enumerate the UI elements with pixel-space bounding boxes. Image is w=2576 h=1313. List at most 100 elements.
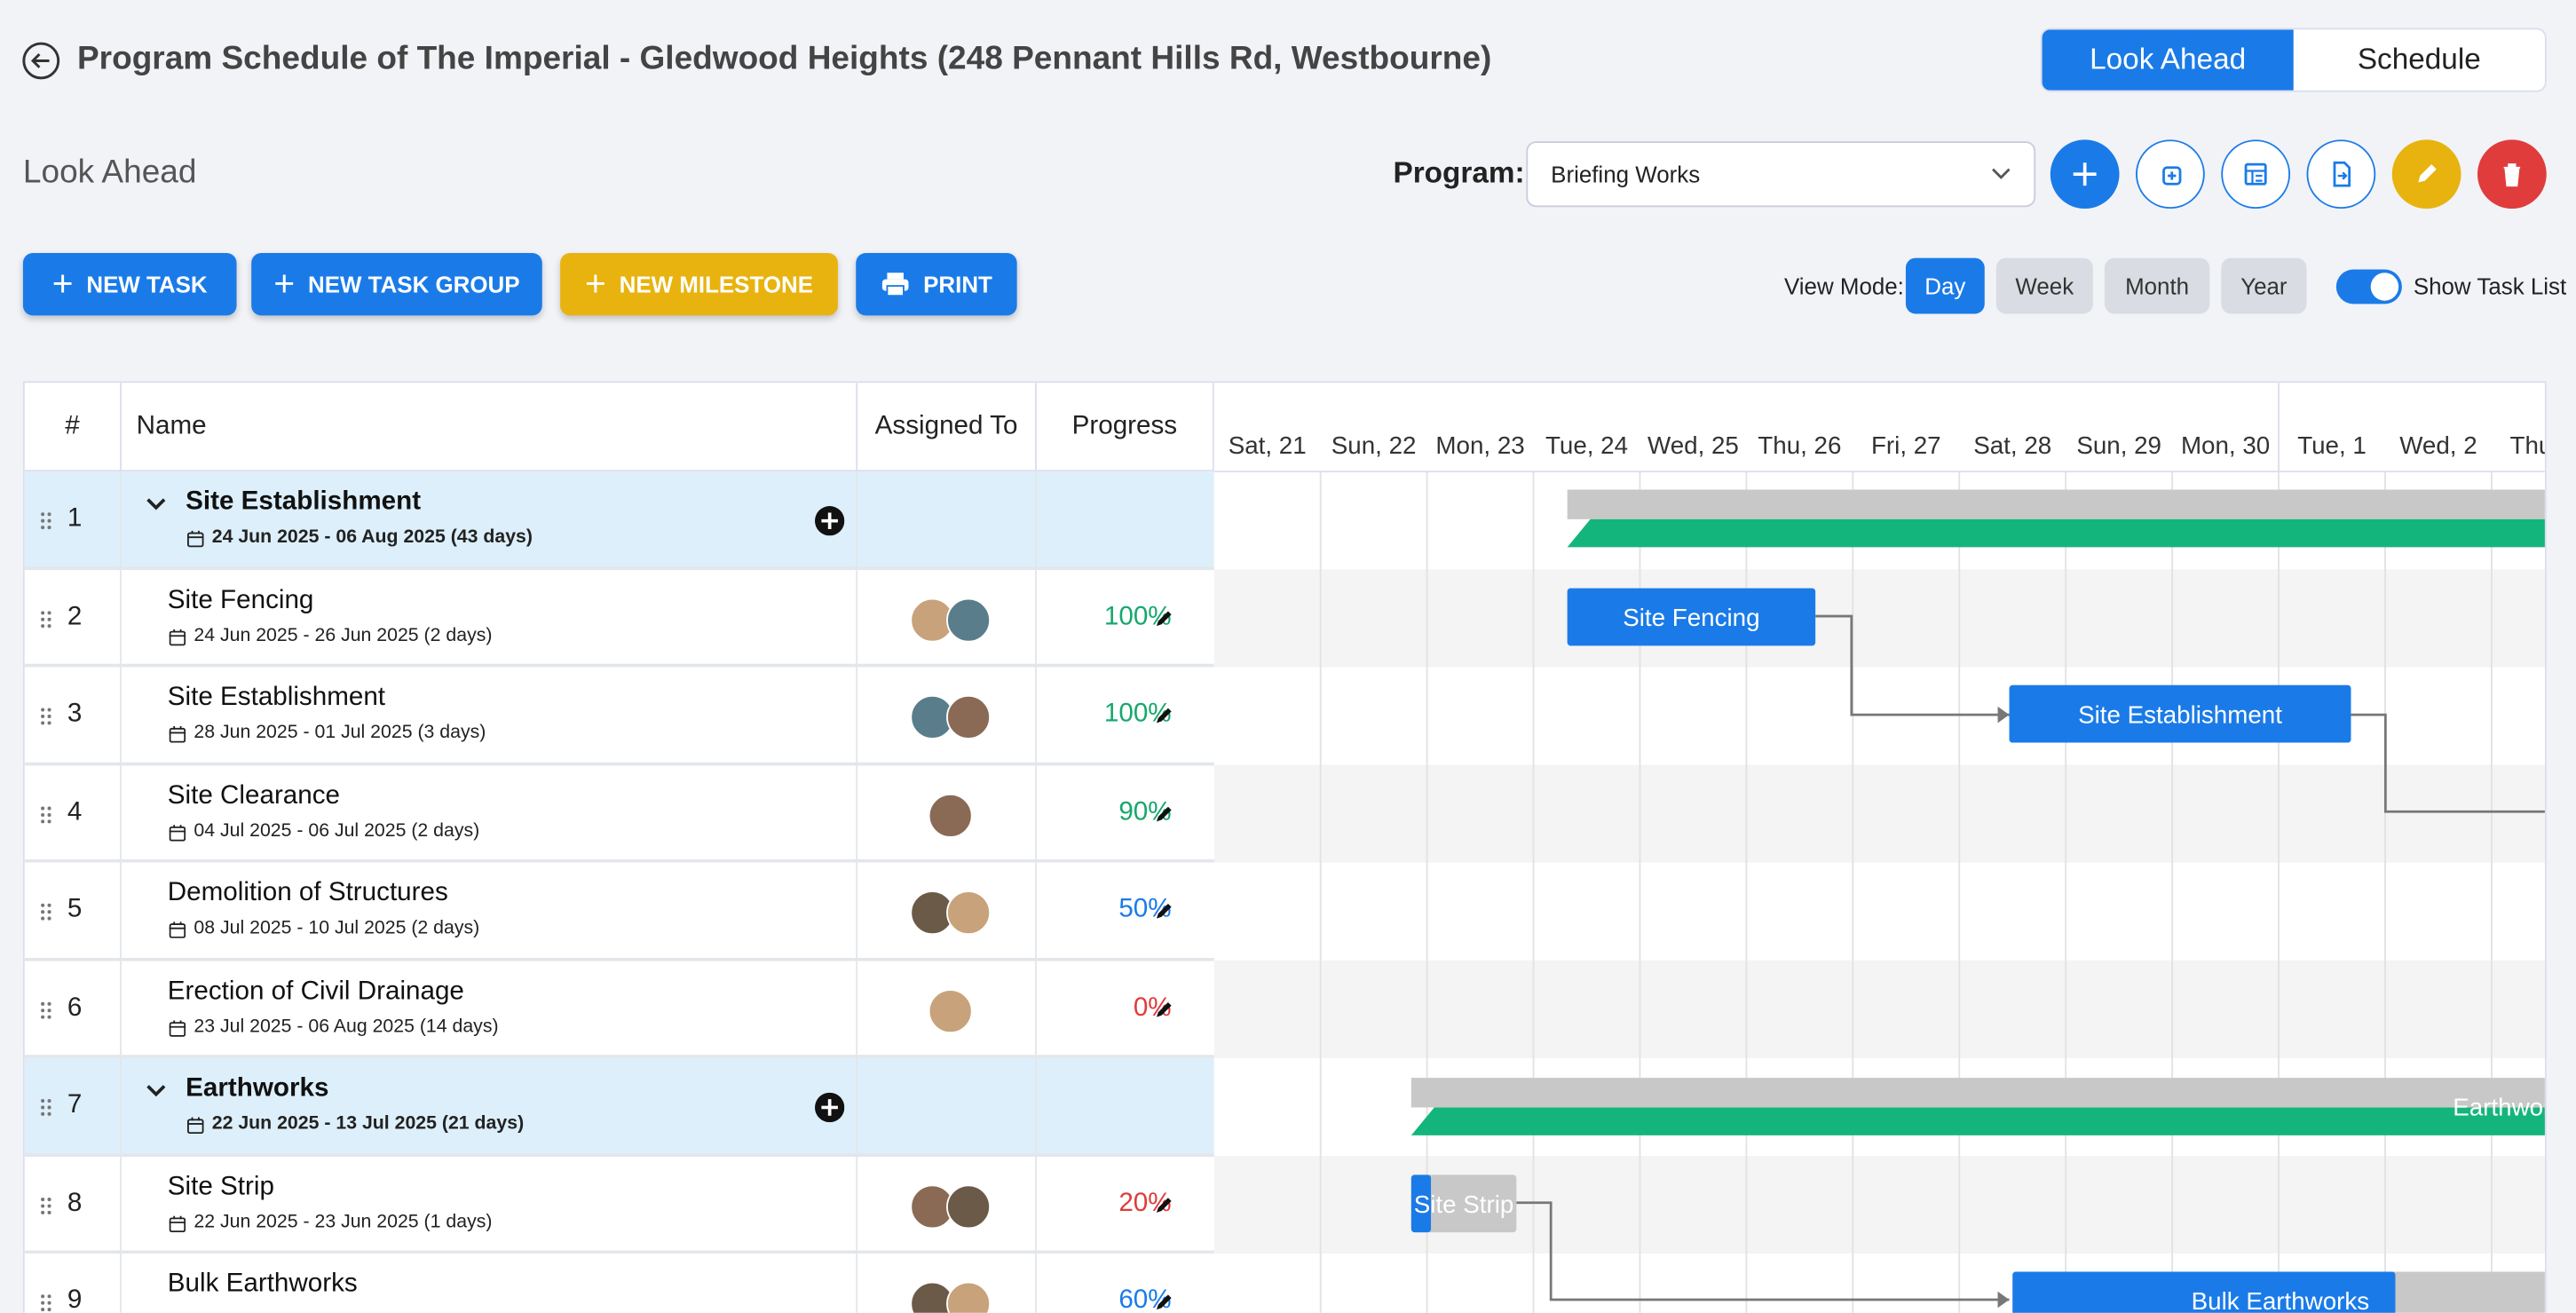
column-header: Name [121, 383, 858, 472]
dot [47, 616, 51, 621]
dot [47, 812, 51, 817]
row-number: 9 [67, 1286, 83, 1313]
gantt-row-background [1213, 862, 2545, 961]
dot [47, 1099, 51, 1103]
tab[interactable]: Look Ahead [2042, 29, 2294, 91]
dot [47, 1209, 51, 1214]
progress-value: 50% [1118, 895, 1172, 924]
back-button[interactable] [21, 41, 60, 80]
dependency-link [1516, 1201, 2010, 1301]
avatar [946, 597, 992, 642]
icon [1156, 708, 1172, 724]
print-button[interactable]: PRINT [856, 253, 1017, 316]
row-number: 7 [67, 1090, 83, 1119]
icon [1156, 1001, 1172, 1016]
dot [47, 721, 51, 725]
add-button[interactable] [2050, 139, 2120, 210]
icon [186, 1117, 204, 1125]
task-name: Site Fencing [167, 585, 314, 614]
dot [47, 805, 51, 810]
icon [169, 824, 186, 832]
calendar-icon [186, 1117, 204, 1135]
icon [2244, 162, 2267, 186]
page-title: Program Schedule of The Imperial - Gledw… [76, 41, 1492, 77]
drag-handle [41, 1099, 51, 1116]
dot [41, 610, 45, 614]
cell-divider [1035, 960, 1037, 1056]
delete-button[interactable] [2477, 139, 2547, 210]
dot [41, 916, 45, 921]
icon [1156, 610, 1172, 626]
chevron [146, 498, 166, 510]
dot [41, 1308, 45, 1312]
dot [41, 1301, 45, 1305]
add-subtask-button[interactable] [814, 1092, 845, 1123]
tab-group: Look Ahead Schedule [2040, 28, 2547, 92]
cell-divider [120, 1156, 122, 1251]
column-header: Progress [1036, 383, 1214, 472]
dot [41, 910, 45, 914]
dot [47, 610, 51, 614]
view-mode-option[interactable]: Week [1995, 257, 2093, 314]
day-label: Fri, 27 [1871, 431, 1941, 459]
view-mode-option[interactable]: Day [1905, 257, 1985, 314]
task-bar-label: Site Establishment [2078, 700, 2282, 728]
task-dates: 24 Jun 2025 - 26 Jun 2025 (2 days) [194, 625, 493, 645]
icon [1156, 903, 1172, 919]
icon [169, 923, 186, 938]
calendar-icon [169, 726, 186, 743]
dot [41, 721, 45, 725]
cell-divider [120, 471, 122, 566]
dot [41, 805, 45, 810]
icon [186, 530, 204, 539]
plus [821, 512, 838, 529]
icon [169, 1216, 186, 1232]
calendar-icon [169, 628, 186, 645]
gantt-row-background [1213, 569, 2545, 668]
toggle[interactable] [2335, 269, 2402, 305]
progress-value: 0% [1133, 993, 1172, 1022]
program-label: Program: [1393, 155, 1525, 189]
drag-handle [41, 805, 51, 823]
add-subtask-button[interactable] [814, 506, 845, 536]
dot [47, 708, 51, 712]
column-header: # [24, 383, 122, 472]
edit-progress-button[interactable] [1155, 900, 1174, 920]
template-button[interactable] [2221, 139, 2291, 210]
dot [41, 1014, 45, 1018]
cell-divider [120, 862, 122, 958]
view-mode-option[interactable]: Year [2221, 257, 2307, 314]
dot [47, 512, 51, 517]
task-dates: 22 Jun 2025 - 13 Jul 2025 (21 days) [211, 1113, 525, 1135]
day-label: Wed, 2 [2399, 431, 2477, 459]
view-mode-label: View Mode: [1783, 273, 1904, 299]
task-dates: 08 Jul 2025 - 10 Jul 2025 (2 days) [194, 918, 480, 938]
new-task-group-button[interactable]: + NEW TASK GROUP [251, 253, 542, 316]
icon [186, 532, 204, 548]
edit-button[interactable] [2391, 139, 2461, 210]
new-task-button[interactable]: + NEW TASK [22, 253, 237, 316]
edit-progress-button[interactable] [1155, 705, 1174, 724]
group-bar-progress [1410, 1107, 2545, 1135]
collapse-chevron[interactable] [146, 498, 166, 511]
import-button[interactable] [2306, 139, 2376, 210]
new-milestone-button[interactable]: + NEW MILESTONE [560, 253, 838, 316]
program-select[interactable]: Briefing Works [1526, 141, 2036, 208]
day-label: Sun, 22 [1331, 431, 1417, 459]
dot [41, 1294, 45, 1299]
edit-progress-button[interactable] [1155, 803, 1174, 822]
day-label: Sat, 21 [1229, 431, 1307, 459]
edit-progress-button[interactable] [1155, 1194, 1174, 1214]
edit-progress-button[interactable] [1155, 998, 1174, 1017]
view-mode-option[interactable]: Month [2104, 257, 2210, 314]
edit-progress-button[interactable] [1155, 607, 1174, 627]
avatar [946, 1183, 992, 1229]
duplicate-button[interactable] [2136, 139, 2205, 210]
edit-progress-button[interactable] [1155, 1292, 1174, 1311]
dot [47, 1008, 51, 1012]
day-label: Tue, 24 [1545, 431, 1628, 459]
tab[interactable]: Schedule [2357, 43, 2481, 76]
dot [47, 819, 51, 823]
collapse-chevron[interactable] [146, 1085, 166, 1098]
